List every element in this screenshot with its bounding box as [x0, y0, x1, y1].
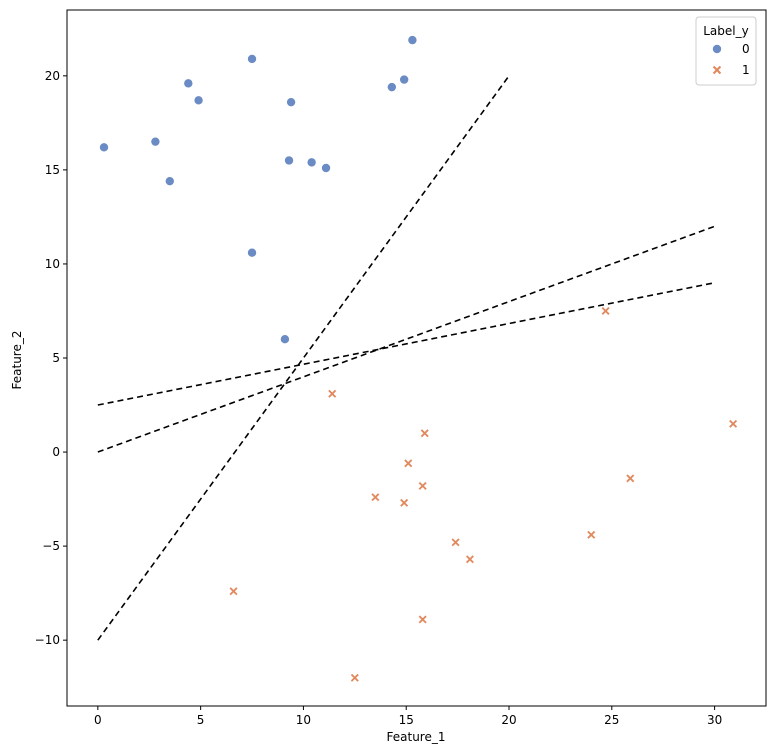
- point-class-0: [306, 157, 317, 168]
- y-tick-label: 15: [45, 163, 60, 177]
- point-class-0: [407, 35, 418, 45]
- point-class-1: [418, 481, 428, 491]
- legend-label-1: 1: [742, 63, 750, 77]
- point-class-0: [280, 334, 290, 344]
- x-tick-label: 10: [296, 713, 311, 727]
- legend-marker-1: [712, 65, 722, 75]
- x-tick-label: 25: [604, 713, 619, 727]
- legend: Label_y 0 1: [695, 16, 757, 86]
- point-class-1: [728, 419, 738, 429]
- point-class-1: [420, 428, 430, 438]
- x-tick-label: 20: [501, 713, 516, 727]
- point-class-0: [284, 155, 294, 166]
- y-tick-label: 20: [45, 69, 60, 83]
- y-tick-label: −10: [35, 633, 60, 647]
- point-class-0: [150, 136, 161, 147]
- point-class-1: [370, 492, 380, 502]
- data-points: [99, 35, 738, 683]
- y-tick-label: 10: [45, 257, 60, 271]
- point-class-1: [586, 530, 596, 540]
- x-tick-label: 0: [94, 713, 102, 727]
- point-class-1: [625, 473, 635, 483]
- point-class-1: [601, 306, 611, 316]
- x-axis-label: Feature_1: [387, 730, 446, 744]
- boundary-1-line: [97, 75, 510, 641]
- point-class-1: [327, 389, 337, 399]
- x-tick-label: 30: [707, 713, 722, 727]
- point-class-0: [247, 54, 257, 64]
- point-class-1: [229, 586, 239, 596]
- point-class-1: [465, 554, 475, 564]
- point-class-0: [164, 176, 175, 186]
- y-tick-label: 5: [52, 351, 60, 365]
- point-class-1: [451, 537, 461, 547]
- x-tick-label: 15: [399, 713, 414, 727]
- x-tick-label: 5: [197, 713, 205, 727]
- point-class-1: [350, 673, 360, 683]
- point-class-1: [418, 614, 428, 624]
- point-class-0: [183, 78, 194, 89]
- legend-box: [695, 16, 757, 86]
- point-class-0: [99, 142, 109, 153]
- point-class-1: [399, 498, 409, 508]
- decision-lines: [97, 75, 715, 641]
- legend-title: Label_y: [703, 24, 748, 38]
- point-class-0: [247, 247, 257, 258]
- y-tick-label: −5: [42, 539, 60, 553]
- y-axis-label: Feature_2: [10, 331, 24, 390]
- point-class-1: [403, 458, 413, 468]
- point-class-0: [387, 82, 397, 92]
- point-class-0: [286, 97, 296, 107]
- ticks: 0 5 10 15 20 25 30 −10 −5 0 5 10 15 20: [35, 69, 723, 727]
- y-tick-label: 0: [52, 445, 60, 459]
- point-class-0: [399, 74, 409, 85]
- legend-marker-0: [712, 44, 722, 54]
- point-class-0: [321, 163, 331, 173]
- legend-label-0: 0: [742, 42, 750, 56]
- boundary-3-line: [97, 281, 715, 406]
- point-class-0: [193, 95, 204, 106]
